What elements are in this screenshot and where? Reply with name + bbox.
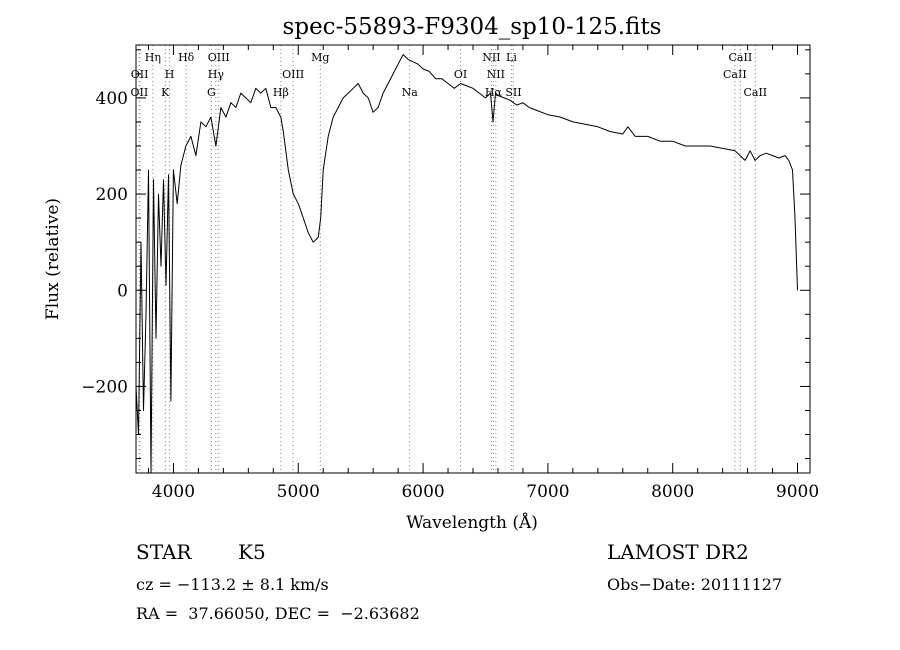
line-marker-label-8: OIII [208, 51, 230, 64]
plot-frame [135, 44, 811, 474]
line-marker-label-17: Li [506, 51, 517, 64]
y-tick-label-1: 0 [117, 281, 128, 301]
coordinates-readout: RA = 37.66050, DEC = −2.63682 [136, 604, 420, 623]
object-subclass: K5 [238, 540, 266, 564]
x-axis-ticks: 4000 5000 6000 7000 8000 9000 [147, 45, 819, 502]
x-tick-label-1: 5000 [277, 482, 320, 502]
line-marker-label-4: H [165, 68, 175, 81]
chart-title: spec-55893-F9304_sp10-125.fits [283, 14, 662, 40]
x-tick-label-2: 6000 [401, 482, 444, 502]
y-tick-label-0: −200 [81, 377, 128, 397]
spectrum-series [135, 54, 798, 474]
x-tick-label-3: 7000 [526, 482, 569, 502]
line-marker-label-20: CaII [729, 51, 753, 64]
line-marker-label-12: Na [402, 86, 419, 99]
spectrum-line-0 [135, 54, 798, 474]
line-marker-label-9: Hβ [273, 86, 289, 99]
y-tick-label-3: 400 [96, 89, 128, 109]
y-axis-ticks: −200 0 200 400 [81, 49, 810, 460]
line-marker-label-15: Hα [485, 86, 503, 99]
line-marker-label-16: NII [487, 68, 505, 81]
y-tick-label-2: 200 [96, 185, 128, 205]
obs-date-readout: Obs−Date: 20111127 [607, 575, 783, 594]
survey-label: LAMOST DR2 [607, 540, 749, 564]
line-marker-label-1: OII [131, 68, 149, 81]
spectral-line-markers: OIIOIIHηKHHδGHγOIIIHβOIIIMgNaOINIIHαNIIL… [131, 45, 767, 473]
object-class: STAR [136, 540, 192, 564]
line-marker-label-10: OIII [282, 68, 304, 81]
y-axis-label: Flux (relative) [43, 198, 63, 320]
redshift-readout: cz = −113.2 ± 8.1 km/s [136, 575, 329, 594]
x-axis-label: Wavelength (Å) [406, 512, 538, 533]
x-tick-label-5: 9000 [776, 482, 819, 502]
line-marker-label-18: SII [505, 86, 521, 99]
line-marker-label-0: OII [131, 86, 149, 99]
line-marker-label-21: CaII [743, 86, 767, 99]
x-tick-label-0: 4000 [152, 482, 195, 502]
line-marker-label-2: Hη [145, 51, 161, 64]
line-marker-label-7: Hγ [208, 68, 225, 81]
line-marker-label-13: OI [454, 68, 467, 81]
x-tick-label-4: 8000 [651, 482, 694, 502]
line-marker-label-14: NII [482, 51, 500, 64]
line-marker-label-11: Mg [311, 51, 329, 64]
line-marker-label-3: K [161, 86, 170, 99]
line-marker-label-6: G [207, 86, 216, 99]
line-marker-label-5: Hδ [178, 51, 195, 64]
line-marker-label-19: CaII [723, 68, 747, 81]
